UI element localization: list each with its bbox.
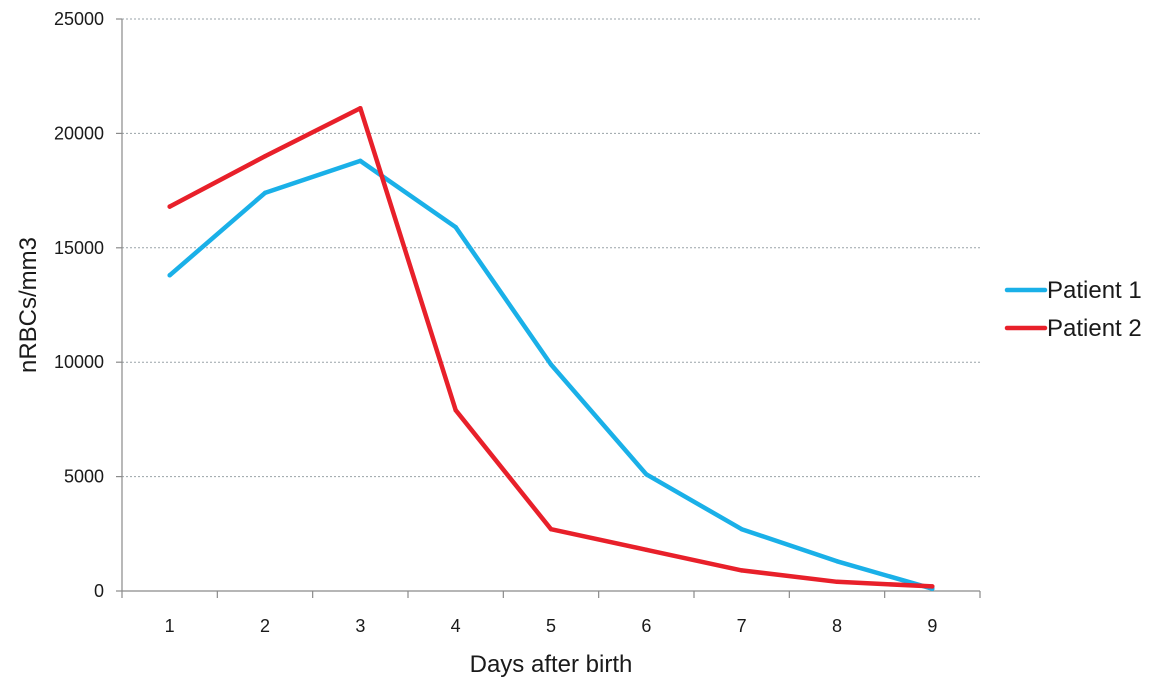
data-point: [834, 559, 840, 564]
data-point: [262, 190, 268, 196]
data-point: [358, 158, 363, 164]
x-tick-label: 9: [927, 616, 937, 636]
legend-item: Patient 2: [1004, 315, 1142, 342]
x-tick-label: 5: [546, 616, 556, 636]
y-tick-label: 0: [94, 581, 104, 601]
data-point: [644, 547, 649, 553]
legend-item: Patient 1: [1004, 277, 1142, 304]
x-tick-label: 1: [165, 616, 175, 636]
x-tick-label: 6: [641, 616, 651, 636]
data-point: [453, 408, 458, 413]
legend-label: Patient 1: [1047, 277, 1142, 304]
x-tick-label: 4: [451, 616, 461, 636]
series-line-patient-2: [167, 105, 935, 589]
y-tick-label: 15000: [54, 238, 104, 258]
x-tick-label: 3: [355, 616, 365, 636]
x-axis-title: Days after birth: [470, 651, 633, 678]
data-point: [167, 204, 172, 209]
series-line-patient-1: [167, 158, 935, 591]
legend-label: Patient 2: [1047, 315, 1142, 342]
data-point: [739, 568, 744, 573]
data-point: [167, 273, 172, 278]
data-point: [834, 579, 840, 585]
tick-labels: 0 5000 10000 15000 20000 25000 1 2 3 4 5 6 7 8 9: [54, 9, 937, 636]
legend: Patient 1 Patient 2: [1004, 277, 1142, 342]
data-point: [739, 527, 744, 532]
y-tick-label: 20000: [54, 123, 104, 143]
data-point: [453, 225, 458, 230]
axes: [116, 18, 981, 598]
data-point: [644, 472, 649, 477]
data-point: [930, 584, 935, 589]
data-point: [548, 527, 554, 532]
series-lines: [167, 105, 935, 591]
x-tick-label: 2: [260, 616, 270, 636]
data-point: [548, 362, 554, 367]
y-tick-label: 5000: [64, 467, 104, 487]
gridlines: [122, 18, 980, 478]
x-tick-label: 7: [737, 616, 747, 636]
x-tick-label: 8: [832, 616, 842, 636]
data-point: [358, 106, 363, 111]
y-tick-label: 10000: [54, 352, 104, 372]
y-axis-title: nRBCs/mm3: [15, 237, 42, 373]
y-tick-label: 25000: [54, 9, 104, 29]
data-point: [262, 154, 268, 159]
